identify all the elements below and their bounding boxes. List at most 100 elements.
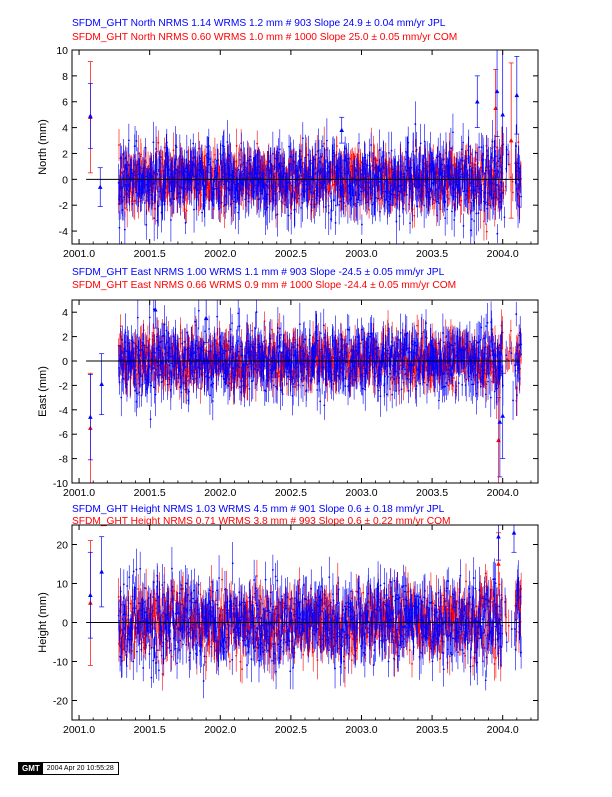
y-tick-label: -4 (59, 226, 68, 238)
data-point (332, 150, 334, 152)
data-point (355, 205, 357, 207)
data-point (438, 202, 440, 204)
x-tick-label: 2002.5 (275, 248, 307, 260)
outlier-point (509, 138, 514, 142)
data-point (271, 329, 273, 331)
data-point (367, 165, 369, 167)
data-point (126, 209, 128, 211)
data-point (469, 165, 471, 167)
data-point (406, 194, 408, 196)
data-point (315, 154, 317, 156)
data-point (207, 172, 209, 174)
data-point (155, 180, 157, 182)
data-point (224, 165, 226, 167)
data-point (240, 181, 242, 183)
data-point (157, 142, 159, 144)
data-point (500, 157, 502, 159)
panel-header-com: SFDM_GHT North NRMS 0.60 WRMS 1.0 mm # 1… (72, 32, 457, 43)
data-point (240, 149, 242, 151)
y-tick-label: 6 (62, 97, 68, 109)
data-point (333, 152, 335, 154)
data-point (331, 210, 333, 212)
x-tick-label: 2003.5 (416, 248, 448, 260)
data-point (206, 350, 208, 352)
data-point (137, 193, 139, 195)
data-point (463, 225, 465, 227)
data-point (246, 192, 248, 194)
data-point (515, 145, 517, 147)
data-point (311, 162, 313, 164)
data-point (199, 157, 201, 159)
data-point (209, 199, 211, 201)
data-point (360, 174, 362, 176)
panel-east: SFDM_GHT East NRMS 1.00 WRMS 1.1 mm # 90… (37, 267, 538, 499)
data-point (251, 330, 253, 332)
outlier-point (500, 112, 505, 116)
data-point (184, 188, 186, 190)
data-point (153, 217, 155, 219)
data-point (164, 192, 166, 194)
data-point (488, 166, 490, 168)
data-point (357, 201, 359, 203)
data-point (147, 340, 149, 342)
data-point (185, 180, 187, 182)
data-point (399, 215, 401, 217)
data-point (258, 198, 260, 200)
data-point (126, 193, 128, 195)
data-point (402, 201, 404, 203)
data-point (135, 174, 137, 176)
data-point (201, 212, 203, 214)
data-point (308, 169, 310, 171)
data-point (334, 181, 336, 183)
outlier-point (88, 113, 93, 117)
data-point (241, 170, 243, 172)
data-point (390, 193, 392, 195)
data-point (359, 186, 361, 188)
data-point (250, 159, 252, 161)
data-point (184, 208, 186, 210)
data-point (122, 209, 124, 211)
data-point (326, 140, 328, 142)
data-point (228, 167, 230, 169)
data-point (338, 204, 340, 206)
data-point (453, 219, 455, 221)
data-point (294, 209, 296, 211)
data-point (174, 172, 176, 174)
data-point (290, 213, 292, 215)
x-tick-label: 2001.5 (134, 248, 166, 260)
data-point (480, 146, 482, 148)
data-point (485, 170, 487, 172)
data-point (233, 201, 235, 203)
data-point (290, 156, 292, 158)
data-point (176, 197, 178, 199)
data-point (499, 201, 501, 203)
data-point (413, 215, 415, 217)
data-point (166, 142, 168, 144)
y-tick-label: 8 (62, 71, 68, 83)
data-point (257, 169, 259, 171)
data-point (369, 163, 371, 165)
y-tick-label: 2 (62, 148, 68, 160)
data-point (134, 145, 136, 147)
data-point (154, 208, 156, 210)
data-point (191, 161, 193, 163)
data-point (445, 180, 447, 182)
data-point (298, 176, 300, 178)
data-point (347, 158, 349, 160)
data-point (239, 159, 241, 161)
data-point (124, 229, 126, 231)
data-point (361, 191, 363, 193)
data-point (370, 144, 372, 146)
data-point (410, 167, 412, 169)
data-point (343, 202, 345, 204)
data-point (287, 182, 289, 184)
data-point (401, 165, 403, 167)
data-point (184, 171, 186, 173)
data-point (253, 191, 255, 193)
data-point (302, 137, 304, 139)
y-tick-label: 0 (62, 174, 68, 186)
data-point (310, 191, 312, 193)
data-point (227, 357, 229, 359)
data-point (488, 182, 490, 184)
